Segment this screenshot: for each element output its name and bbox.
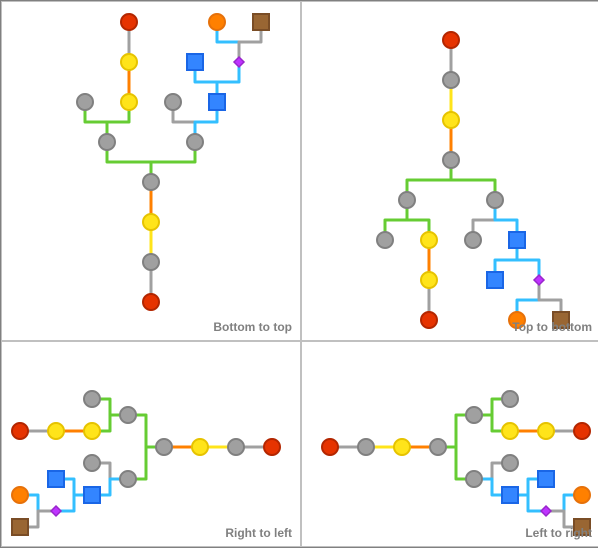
node-cr xyxy=(487,192,503,208)
node-cr_r xyxy=(209,94,225,110)
node-cl_l xyxy=(502,391,518,407)
node-c xyxy=(143,174,159,190)
node-end_o xyxy=(121,14,137,30)
panel-label-tb: Top to bottom xyxy=(512,320,592,334)
node-b xyxy=(394,439,410,455)
node-cl xyxy=(99,134,115,150)
node-cr xyxy=(120,471,136,487)
node-cr_r_l xyxy=(187,54,203,70)
panel-label-rl: Right to left xyxy=(225,526,292,540)
node-cl_r_y xyxy=(48,423,64,439)
diagram-grid: Bottom to top Top to bottom Right to lef… xyxy=(0,0,598,548)
node-root xyxy=(264,439,280,455)
node-cl_r xyxy=(121,94,137,110)
node-cl_r_y xyxy=(538,423,554,439)
node-cr_r xyxy=(509,232,525,248)
panel-label-bt: Bottom to top xyxy=(213,320,292,334)
node-cl_r_y xyxy=(121,54,137,70)
node-cl_l xyxy=(377,232,393,248)
node-cr xyxy=(187,134,203,150)
edges xyxy=(85,22,261,302)
node-c xyxy=(430,439,446,455)
node-cl_r xyxy=(421,232,437,248)
node-root xyxy=(143,294,159,310)
tree-svg-bt xyxy=(2,2,300,340)
node-cr_r_l xyxy=(48,471,64,487)
node-a xyxy=(443,72,459,88)
node-cr_r_r xyxy=(541,506,551,516)
node-end_o xyxy=(421,312,437,328)
node-root xyxy=(443,32,459,48)
node-cr_r xyxy=(502,487,518,503)
node-cr_l xyxy=(84,455,100,471)
node-end_hex xyxy=(574,487,590,503)
node-cl_r xyxy=(502,423,518,439)
node-a xyxy=(143,254,159,270)
node-cr xyxy=(466,471,482,487)
node-end_brn xyxy=(12,519,28,535)
node-cl xyxy=(466,407,482,423)
node-b xyxy=(192,439,208,455)
edges xyxy=(385,40,561,320)
node-cl_r_y xyxy=(421,272,437,288)
node-root xyxy=(322,439,338,455)
node-cr_r_l xyxy=(487,272,503,288)
node-cr_r_l xyxy=(538,471,554,487)
node-cl xyxy=(399,192,415,208)
node-end_hex xyxy=(209,14,225,30)
node-cl_l xyxy=(77,94,93,110)
node-cr_l xyxy=(165,94,181,110)
node-cr_r xyxy=(84,487,100,503)
tree-svg-tb xyxy=(302,2,598,340)
tree-svg-lr xyxy=(302,342,598,546)
node-end_brn xyxy=(253,14,269,30)
node-cr_r_r xyxy=(234,57,244,67)
panel-top-to-bottom: Top to bottom xyxy=(301,1,598,341)
node-cr_l xyxy=(502,455,518,471)
node-cr_l xyxy=(465,232,481,248)
node-a xyxy=(228,439,244,455)
node-end_hex xyxy=(12,487,28,503)
node-end_o xyxy=(12,423,28,439)
node-b xyxy=(143,214,159,230)
panel-bottom-to-top: Bottom to top xyxy=(1,1,301,341)
panel-label-lr: Left to right xyxy=(525,526,592,540)
node-c xyxy=(443,152,459,168)
node-cr_r_r xyxy=(51,506,61,516)
node-a xyxy=(358,439,374,455)
node-cl xyxy=(120,407,136,423)
node-b xyxy=(443,112,459,128)
panel-right-to-left: Right to left xyxy=(1,341,301,547)
panel-left-to-right: Left to right xyxy=(301,341,598,547)
tree-svg-rl xyxy=(2,342,300,546)
node-cr_r_r xyxy=(534,275,544,285)
node-cl_l xyxy=(84,391,100,407)
node-c xyxy=(156,439,172,455)
node-cl_r xyxy=(84,423,100,439)
node-end_o xyxy=(574,423,590,439)
